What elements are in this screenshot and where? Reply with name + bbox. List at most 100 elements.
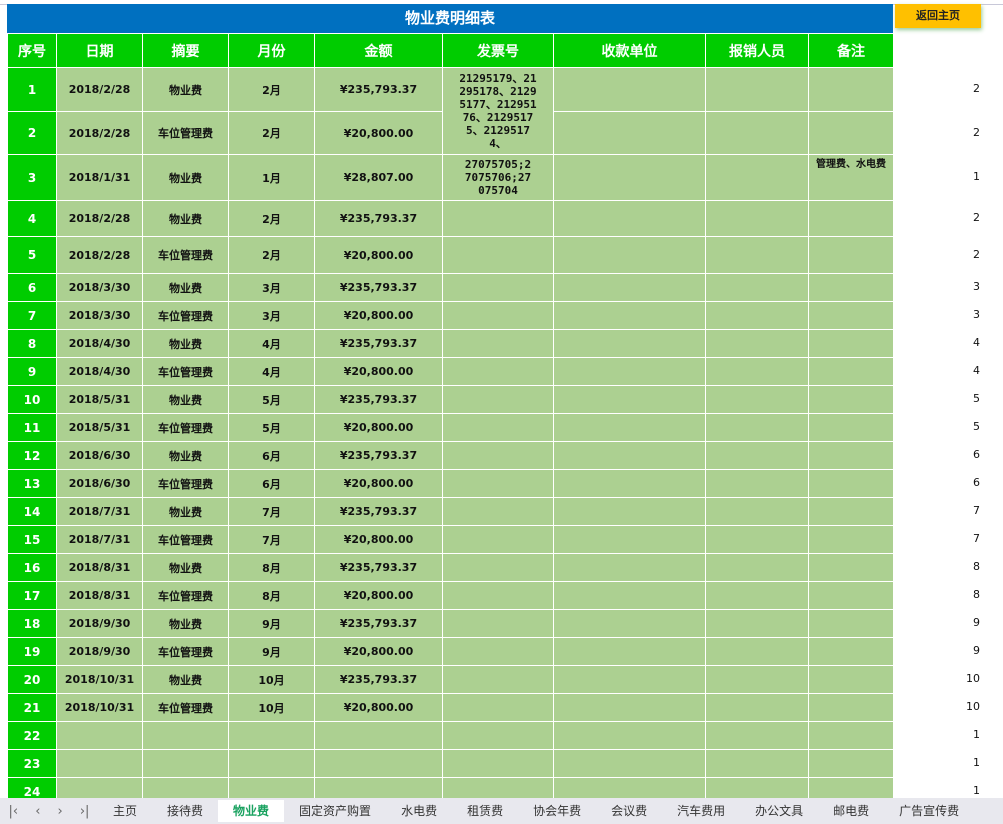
cell-note[interactable]: [808, 236, 894, 274]
cell-month[interactable]: 2月: [228, 200, 315, 237]
cell-summary[interactable]: [142, 749, 229, 778]
cell-reimburser[interactable]: [705, 749, 809, 778]
cell-date[interactable]: 2018/2/28: [56, 111, 143, 155]
cell-invoice[interactable]: [442, 413, 554, 442]
cell-invoice[interactable]: [442, 525, 554, 554]
cell-note[interactable]: [808, 609, 894, 638]
cell-month[interactable]: 7月: [228, 525, 315, 554]
cell-summary[interactable]: 物业费: [142, 553, 229, 582]
cell-summary[interactable]: 车位管理费: [142, 236, 229, 274]
side-value[interactable]: 2: [973, 125, 980, 139]
cell-date[interactable]: 2018/5/31: [56, 413, 143, 442]
cell-invoice[interactable]: 21295179、21295178、21295177、21295176、2129…: [442, 67, 554, 155]
cell-seq[interactable]: 12: [7, 441, 57, 470]
side-value[interactable]: 3: [973, 280, 980, 293]
cell-reimburser[interactable]: [705, 553, 809, 582]
cell-summary[interactable]: 物业费: [142, 665, 229, 694]
cell-amount[interactable]: ¥235,793.37: [314, 609, 443, 638]
cell-seq[interactable]: 3: [7, 154, 57, 201]
cell-month[interactable]: 3月: [228, 273, 315, 302]
cell-summary[interactable]: [142, 721, 229, 750]
cell-note[interactable]: [808, 469, 894, 498]
cell-month[interactable]: 9月: [228, 609, 315, 638]
cell-amount[interactable]: [314, 749, 443, 778]
cell-invoice[interactable]: [442, 357, 554, 386]
cell-invoice[interactable]: [442, 301, 554, 330]
sheet-tab[interactable]: 租赁费: [467, 804, 504, 818]
cell-date[interactable]: 2018/8/31: [56, 553, 143, 582]
cell-month[interactable]: 9月: [228, 637, 315, 666]
cell-summary[interactable]: 车位管理费: [142, 581, 229, 610]
cell-date[interactable]: 2018/4/30: [56, 329, 143, 358]
sheet-tab[interactable]: 办公文具: [755, 804, 804, 818]
cell-summary[interactable]: 物业费: [142, 273, 229, 302]
cell-invoice[interactable]: [442, 273, 554, 302]
cell-note[interactable]: [808, 637, 894, 666]
cell-summary[interactable]: 物业费: [142, 329, 229, 358]
side-value[interactable]: 5: [973, 392, 980, 405]
cell-note[interactable]: [808, 301, 894, 330]
sheet-tab[interactable]: 水电费: [401, 804, 438, 818]
cell-payee[interactable]: [553, 665, 706, 694]
cell-reimburser[interactable]: [705, 609, 809, 638]
cell-amount[interactable]: ¥235,793.37: [314, 665, 443, 694]
cell-seq[interactable]: 9: [7, 357, 57, 386]
cell-invoice[interactable]: [442, 441, 554, 470]
cell-seq[interactable]: 17: [7, 581, 57, 610]
cell-invoice[interactable]: [442, 553, 554, 582]
cell-summary[interactable]: 物业费: [142, 609, 229, 638]
cell-seq[interactable]: 1: [7, 67, 57, 112]
cell-note[interactable]: [808, 111, 894, 155]
cell-amount[interactable]: ¥20,800.00: [314, 357, 443, 386]
cell-amount[interactable]: ¥235,793.37: [314, 441, 443, 470]
cell-seq[interactable]: 6: [7, 273, 57, 302]
cell-seq[interactable]: 19: [7, 637, 57, 666]
cell-amount[interactable]: [314, 721, 443, 750]
cell-note[interactable]: [808, 385, 894, 414]
cell-summary[interactable]: 车位管理费: [142, 469, 229, 498]
cell-invoice[interactable]: [442, 749, 554, 778]
cell-month[interactable]: 2月: [228, 236, 315, 274]
sheet-tab[interactable]: 邮电费: [833, 804, 870, 818]
cell-date[interactable]: [56, 721, 143, 750]
cell-reimburser[interactable]: [705, 67, 809, 112]
cell-note[interactable]: [808, 749, 894, 778]
cell-invoice[interactable]: [442, 665, 554, 694]
cell-payee[interactable]: [553, 413, 706, 442]
cell-date[interactable]: 2018/3/30: [56, 273, 143, 302]
cell-note[interactable]: [808, 665, 894, 694]
cell-invoice[interactable]: [442, 236, 554, 274]
cell-payee[interactable]: [553, 581, 706, 610]
side-value[interactable]: 1: [973, 784, 980, 797]
cell-date[interactable]: 2018/3/30: [56, 301, 143, 330]
cell-seq[interactable]: 5: [7, 236, 57, 274]
cell-month[interactable]: 3月: [228, 301, 315, 330]
cell-seq[interactable]: 23: [7, 749, 57, 778]
cell-invoice[interactable]: [442, 721, 554, 750]
cell-payee[interactable]: [553, 111, 706, 155]
cell-date[interactable]: 2018/1/31: [56, 154, 143, 201]
cell-payee[interactable]: [553, 749, 706, 778]
cell-summary[interactable]: 车位管理费: [142, 301, 229, 330]
side-value[interactable]: 1: [973, 728, 980, 741]
cell-seq[interactable]: 2: [7, 111, 57, 155]
cell-month[interactable]: 8月: [228, 581, 315, 610]
cell-payee[interactable]: [553, 67, 706, 112]
side-value[interactable]: 7: [973, 504, 980, 517]
cell-note[interactable]: [808, 553, 894, 582]
cell-date[interactable]: 2018/10/31: [56, 693, 143, 722]
cell-month[interactable]: [228, 749, 315, 778]
sheet-tab[interactable]: 固定资产购置: [299, 804, 372, 818]
cell-payee[interactable]: [553, 385, 706, 414]
side-value[interactable]: 4: [973, 336, 980, 349]
next-sheet-icon[interactable]: ›: [57, 803, 63, 819]
cell-reimburser[interactable]: [705, 357, 809, 386]
cell-note[interactable]: [808, 581, 894, 610]
cell-amount[interactable]: ¥235,793.37: [314, 67, 443, 112]
cell-note[interactable]: [808, 525, 894, 554]
cell-date[interactable]: 2018/7/31: [56, 497, 143, 526]
cell-payee[interactable]: [553, 637, 706, 666]
cell-amount[interactable]: ¥235,793.37: [314, 497, 443, 526]
side-value[interactable]: 2: [973, 247, 980, 261]
cell-reimburser[interactable]: [705, 301, 809, 330]
